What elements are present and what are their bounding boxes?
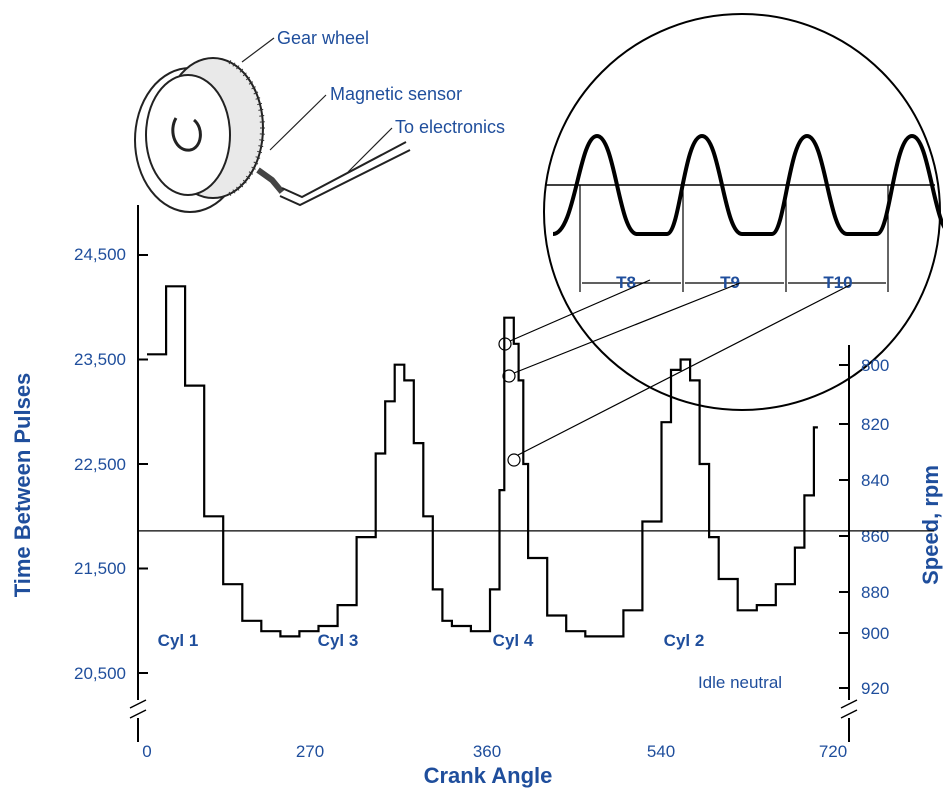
x-tick-0: 0	[142, 742, 151, 761]
y-tick-20500: 20,500	[74, 664, 126, 683]
gear-tooth	[253, 161, 259, 165]
pulse-label-t10: T10	[823, 273, 852, 292]
gear-tooth	[248, 171, 254, 175]
gear-teeth	[228, 60, 265, 196]
pulse-label-t8: T8	[616, 273, 636, 292]
x-tick-720: 720	[819, 742, 847, 761]
pulse-label-t9: T9	[720, 273, 740, 292]
left-axis-ticks	[138, 254, 148, 674]
gear-tooth	[228, 191, 232, 196]
y2-tick-920: 920	[861, 679, 889, 698]
gear-tooth	[228, 60, 232, 65]
callout-magnetic-sensor: Magnetic sensor	[330, 84, 462, 104]
gear-tooth	[258, 108, 264, 111]
x-axis-title: Crank Angle	[424, 763, 553, 788]
pulse-interval-markers	[579, 185, 889, 292]
cylinder-label-3: Cyl 3	[318, 631, 359, 650]
cylinder-label-1: Cyl 1	[158, 631, 199, 650]
callout-gear-wheel: Gear wheel	[277, 28, 369, 48]
gear-tooth	[255, 156, 261, 159]
x-tick-540: 540	[647, 742, 675, 761]
gear-tooth	[257, 150, 263, 154]
y-tick-22500: 22,500	[74, 455, 126, 474]
gear-tooth	[258, 145, 264, 148]
gear-tooth	[248, 81, 254, 85]
gear-tooth	[259, 115, 265, 117]
x-tick-270: 270	[296, 742, 324, 761]
gear-tooth	[232, 62, 236, 67]
gear-tooth	[255, 97, 261, 100]
zoom-pulse-waveform	[552, 133, 943, 236]
callout-to-electronics: To electronics	[395, 117, 505, 137]
gear-tooth	[257, 102, 263, 106]
y-tick-24500: 24,500	[74, 245, 126, 264]
cylinder-label-2: Cyl 2	[664, 631, 705, 650]
gear-wheel-illustration	[134, 57, 411, 213]
y2-tick-900: 900	[861, 624, 889, 643]
y2-tick-880: 880	[861, 583, 889, 602]
y2-axis-title: Speed, rpm	[918, 465, 943, 585]
idle-neutral-note: Idle neutral	[698, 673, 782, 692]
gear-tooth	[242, 179, 247, 184]
gear-tooth	[239, 183, 244, 188]
cylinder-label-4: Cyl 4	[493, 631, 534, 650]
y2-tick-820: 820	[861, 415, 889, 434]
y2-tick-840: 840	[861, 471, 889, 490]
gear-tooth	[251, 86, 256, 90]
zoom-circle	[543, 13, 941, 411]
gear-tooth	[251, 166, 256, 170]
pulse-highlight-markers	[498, 279, 851, 467]
y2-tick-860: 860	[861, 527, 889, 546]
x-tick-360: 360	[473, 742, 501, 761]
gear-tooth	[232, 189, 236, 194]
gear-tooth	[242, 72, 247, 77]
gear-tooth	[245, 175, 251, 180]
axes	[129, 205, 858, 742]
y-tick-21500: 21,500	[74, 559, 126, 578]
y2-tick-800: 800	[861, 356, 889, 375]
right-axis-ticks	[839, 364, 849, 689]
gear-tooth	[236, 186, 240, 191]
gear-tooth	[259, 139, 265, 141]
gear-tooth	[253, 91, 259, 95]
gear-tooth	[236, 65, 240, 70]
y-tick-23500: 23,500	[74, 350, 126, 369]
gear-tooth	[245, 76, 251, 81]
gear-tooth	[239, 68, 244, 73]
series-line-time-between-pulses	[147, 285, 818, 638]
callout-leaders	[241, 37, 393, 173]
y-axis-title: Time Between Pulses	[10, 373, 35, 598]
